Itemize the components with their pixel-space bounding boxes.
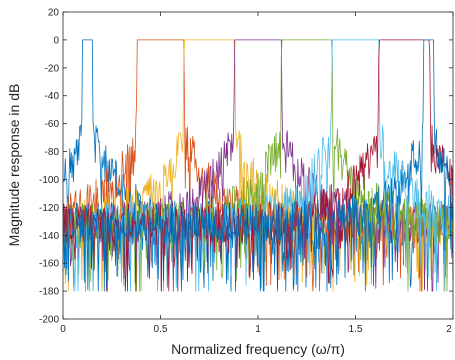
y-tick-label: -60 [45,119,60,130]
y-tick-label: -180 [39,287,59,298]
series-layer [62,39,454,292]
x-tick-label: 0.5 [154,324,168,335]
x-axis-label: Normalized frequency (ω/π) [171,341,345,357]
y-tick-label: -100 [39,175,59,186]
y-tick-label: -160 [39,259,59,270]
y-tick-label: -80 [45,147,60,158]
y-tick-label: -20 [45,63,60,74]
y-tick-label: -140 [39,231,59,242]
x-tick-label: 2 [446,324,452,335]
x-tick-label: 1.5 [349,324,363,335]
y-tick-label: -120 [39,203,59,214]
y-tick-label: -200 [39,315,59,326]
series-line-8 [62,39,454,292]
ticks-layer: 0 0.5 1 1.5 2 20 0 -20 -40 -60 -80 -100 -120 -140 -160… [39,8,454,335]
x-tick-label: 1 [255,324,261,335]
y-tick-label: -40 [45,91,60,102]
x-tick-label: 0 [60,324,66,335]
y-axis-label: Magnitude response in dB [6,84,22,247]
y-tick-label: 0 [53,35,59,46]
y-tick-label: 20 [48,8,60,19]
series-line-7 [62,39,454,292]
